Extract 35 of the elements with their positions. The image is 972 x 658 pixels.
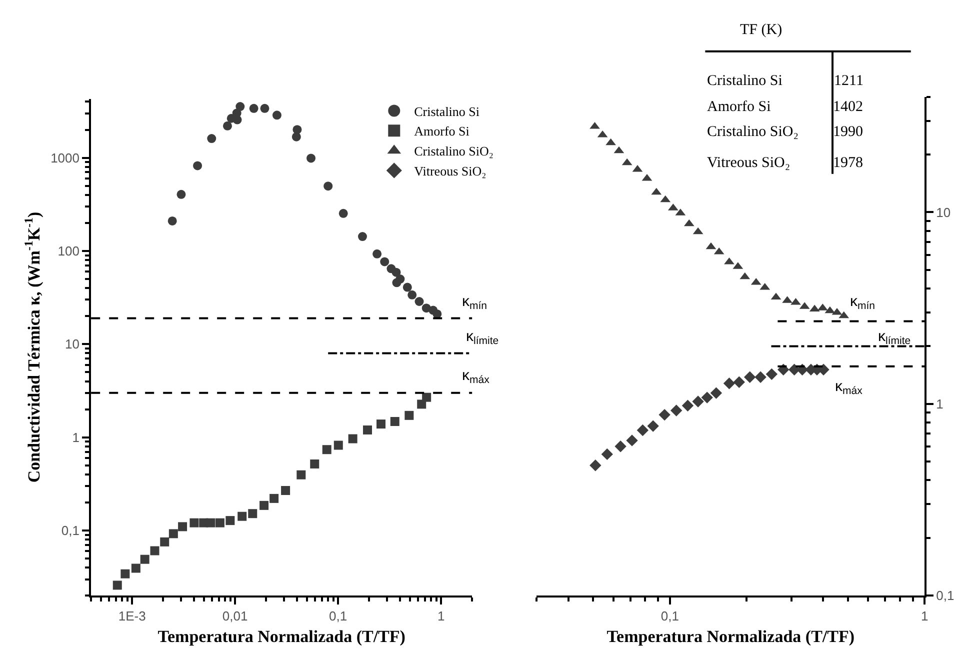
legend-label: Cristalino SiO₂ (414, 144, 494, 159)
annotation: κ$_{máx}$ (835, 378, 864, 398)
annotation: 1978 (833, 155, 863, 171)
text: Cristalino Si (707, 73, 782, 89)
annotation: κ$_{mín}$ (850, 293, 876, 312)
y-tick-label: 0,1 (936, 588, 954, 604)
x-tick-label: 1 (437, 608, 445, 624)
y-tick-label: 100 (58, 244, 80, 259)
text: TF (K) (740, 22, 782, 38)
x-tick-label: 1 (920, 608, 928, 624)
x-axis-title: Temperatura Normalizada (T/TF) (606, 627, 855, 646)
legend-label: Amorfo Si (414, 124, 470, 139)
x-axis-title: Temperatura Normalizada (T/TF) (158, 627, 406, 646)
y-tick-label: 10 (936, 204, 951, 220)
annotation: Amorfo Si (707, 99, 771, 115)
annotation: Vitreous SiO₂ (707, 155, 790, 171)
y-tick-label: 1000 (50, 150, 80, 166)
y-tick-label: 10 (65, 336, 80, 352)
annotation: 1402 (833, 99, 863, 115)
y-tick-label: 1 (936, 396, 944, 412)
annotation: κ$_{límite}$ (878, 328, 911, 348)
y-tick-label: 0,1 (61, 523, 80, 538)
legend-label: Vitreous SiO₂ (414, 164, 486, 179)
annotation: κ$_{máx}$ (462, 367, 490, 386)
text: 1211 (834, 73, 864, 89)
x-tick-label: 0,1 (660, 608, 679, 624)
legend-label: Cristalino Si (414, 104, 480, 119)
annotation: κ$_{mín}$ (462, 293, 488, 312)
x-tick-label: 0,01 (222, 608, 248, 624)
annotation: 1990 (833, 124, 863, 140)
annotation: Cristalino SiO₂ (707, 124, 798, 140)
x-tick-label: 0,1 (329, 608, 348, 624)
y-tick-label: 1 (72, 430, 80, 445)
x-tick-label: 1E-3 (118, 608, 146, 624)
annotation: κ$_{límite}$ (466, 328, 499, 348)
